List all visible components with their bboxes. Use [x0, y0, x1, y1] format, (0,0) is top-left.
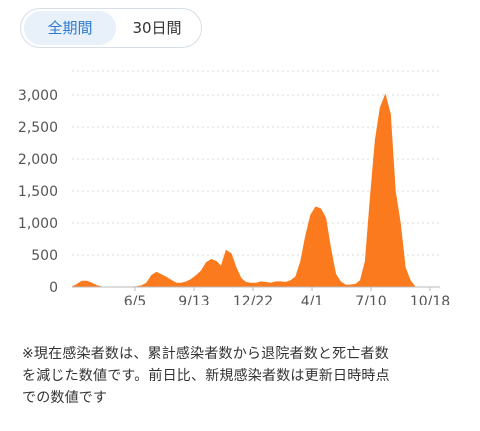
x-tick-label: 7/10 — [355, 294, 386, 305]
y-tick-label: 2,000 — [18, 152, 58, 168]
x-tick-label: 6/5 — [124, 294, 147, 305]
x-tick-label: 10/18 — [410, 294, 450, 305]
y-tick-label: 500 — [31, 248, 58, 264]
y-tick-label: 0 — [49, 280, 58, 296]
y-tick-label: 1,500 — [18, 184, 58, 200]
footnote: ※現在感染者数は、累計感染者数から退院者数と死亡者数 を減じた数値です。前日比、… — [22, 343, 470, 409]
footnote-line-3: での数値です — [22, 390, 108, 406]
period-toggle: 全期間 30日間 — [20, 8, 202, 48]
x-tick-label: 9/13 — [178, 294, 209, 305]
footnote-line-2: を減じた数値です。前日比、新規感染者数は更新日時時点 — [22, 368, 390, 384]
footnote-line-1: ※現在感染者数は、累計感染者数から退院者数と死亡者数 — [22, 346, 389, 362]
y-tick-label: 2,500 — [18, 120, 58, 136]
x-tick-label: 4/1 — [301, 294, 324, 305]
tab-30-days[interactable]: 30日間 — [132, 19, 182, 37]
x-tick-label: 12/22 — [233, 294, 273, 305]
y-tick-label: 1,000 — [18, 216, 58, 232]
tab-all-period[interactable]: 全期間 — [24, 11, 116, 45]
y-tick-label: 3,000 — [18, 88, 58, 104]
active-cases-chart: 0 500 1,000 1,500 2,000 2,500 3,000 6/5 9/13 12/2… — [18, 70, 450, 305]
